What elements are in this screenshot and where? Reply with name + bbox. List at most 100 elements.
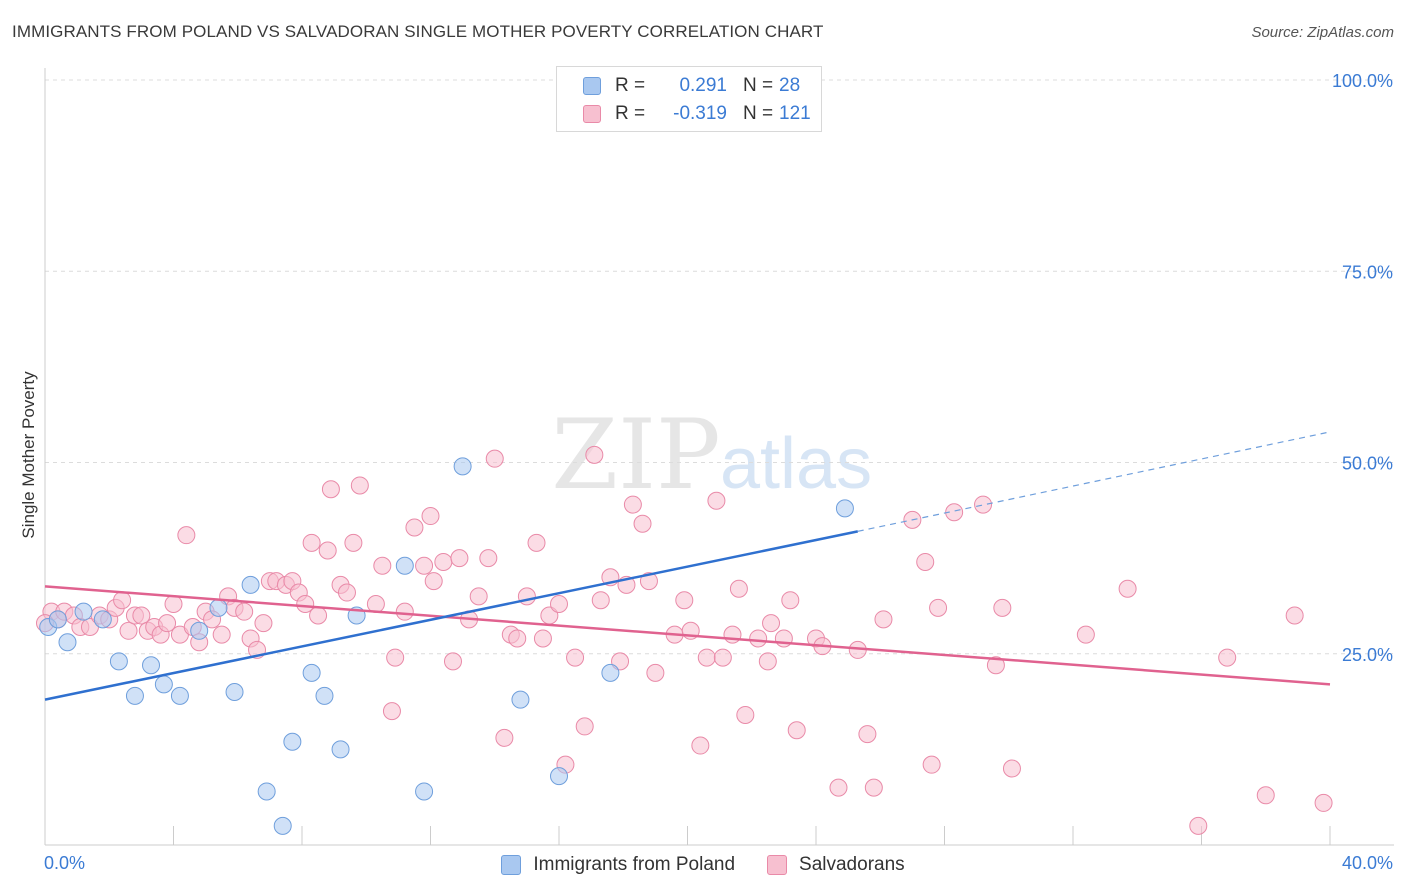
- legend-item-salvadorans: Salvadorans: [767, 854, 905, 876]
- point-salvadorans-66: [533, 629, 552, 648]
- point-salvadorans-115: [1189, 816, 1208, 835]
- point-salvadorans-84: [691, 736, 710, 755]
- r-label: R =: [615, 103, 646, 124]
- point-salvadorans-48: [386, 648, 405, 667]
- y-axis-label: Single Mother Poverty: [19, 371, 38, 539]
- point-poland-11: [209, 598, 228, 617]
- point-salvadorans-85: [697, 648, 716, 667]
- point-salvadorans-56: [450, 549, 469, 568]
- legend-label-poland: Immigrants from Poland: [533, 854, 736, 875]
- swatch-poland: [583, 77, 601, 95]
- point-salvadorans-53: [424, 572, 443, 591]
- y-tick-label-2: 50.0%: [1342, 454, 1393, 474]
- watermark-zip: ZIP: [551, 399, 720, 511]
- stats-row-poland: R = 0.291 N = 28: [583, 73, 800, 99]
- n-label: N =: [743, 103, 774, 124]
- n-value: 121: [779, 103, 811, 124]
- y-tick-label-3: 25.0%: [1342, 645, 1393, 665]
- point-salvadorans-12: [132, 606, 151, 625]
- legend-swatch-poland: [501, 855, 522, 875]
- point-salvadorans-106: [922, 755, 941, 774]
- point-salvadorans-119: [1314, 793, 1333, 812]
- point-salvadorans-46: [373, 556, 392, 575]
- point-salvadorans-118: [1285, 606, 1304, 625]
- point-salvadorans-109: [974, 495, 993, 514]
- point-salvadorans-117: [1256, 786, 1275, 805]
- point-salvadorans-80: [646, 663, 665, 682]
- point-salvadorans-47: [382, 702, 401, 721]
- point-poland-13: [241, 575, 260, 594]
- n-label: N =: [743, 75, 774, 96]
- point-salvadorans-19: [177, 526, 196, 545]
- point-poland-19: [331, 740, 350, 759]
- point-salvadorans-112: [1002, 759, 1021, 778]
- point-poland-25: [550, 767, 568, 786]
- point-poland-7: [142, 656, 161, 675]
- point-poland-24: [511, 690, 530, 709]
- point-salvadorans-103: [874, 610, 893, 629]
- point-poland-9: [170, 686, 189, 705]
- trend-lines: [44, 431, 1331, 701]
- x-tick-labels: 0.0% 40.0%: [44, 853, 1393, 873]
- axes: [44, 68, 1394, 846]
- point-salvadorans-116: [1218, 648, 1237, 667]
- point-poland-26: [601, 663, 620, 682]
- point-salvadorans-38: [309, 606, 328, 625]
- point-salvadorans-105: [916, 552, 935, 571]
- legend-item-poland: Immigrants from Poland: [501, 854, 735, 876]
- point-poland-27: [835, 499, 854, 518]
- y-tick-label-1: 75.0%: [1342, 262, 1393, 282]
- point-salvadorans-37: [302, 533, 321, 552]
- r-value: 0.291: [679, 75, 727, 96]
- point-salvadorans-114: [1118, 579, 1137, 598]
- point-salvadorans-89: [729, 579, 748, 598]
- point-salvadorans-70: [566, 648, 585, 667]
- point-salvadorans-110: [986, 656, 1005, 675]
- point-salvadorans-54: [434, 552, 453, 571]
- point-poland-4: [93, 610, 112, 629]
- point-salvadorans-55: [443, 652, 462, 671]
- point-salvadorans-73: [591, 591, 610, 610]
- stats-legend: R = 0.291 N = 28 R = -0.319 N = 121: [556, 66, 822, 132]
- point-salvadorans-86: [707, 491, 726, 510]
- swatch-salvadorans: [583, 105, 601, 123]
- point-salvadorans-10: [119, 621, 138, 640]
- point-poland-3: [74, 602, 93, 621]
- point-salvadorans-43: [344, 533, 363, 552]
- point-salvadorans-91: [749, 629, 768, 648]
- point-salvadorans-71: [575, 717, 594, 736]
- point-salvadorans-60: [485, 449, 504, 468]
- point-salvadorans-51: [415, 556, 434, 575]
- series-legend: Immigrants from Poland Salvadorans: [0, 852, 1406, 878]
- point-salvadorans-102: [864, 778, 883, 797]
- point-poland-1: [48, 610, 67, 629]
- point-salvadorans-59: [479, 549, 498, 568]
- point-salvadorans-50: [405, 518, 424, 537]
- point-salvadorans-49: [395, 602, 414, 621]
- point-poland-22: [415, 782, 434, 801]
- point-salvadorans-65: [527, 533, 546, 552]
- point-poland-21: [395, 556, 414, 575]
- point-poland-10: [190, 621, 209, 640]
- point-salvadorans-88: [723, 625, 742, 644]
- trend-line-poland-extension: [857, 431, 1331, 532]
- point-salvadorans-107: [929, 598, 948, 617]
- x-tick-label-0: 0.0%: [44, 853, 85, 873]
- point-poland-23: [453, 457, 472, 476]
- point-salvadorans-99: [829, 778, 848, 797]
- x-tick-label-1: 40.0%: [1342, 853, 1393, 873]
- point-salvadorans-36: [296, 595, 315, 614]
- legend-swatch-salvadorans: [767, 855, 788, 875]
- point-salvadorans-87: [713, 648, 732, 667]
- point-salvadorans-77: [623, 495, 642, 514]
- stats-row-salvadorans: R = -0.319 N = 121: [583, 101, 811, 127]
- point-salvadorans-72: [585, 445, 604, 464]
- point-poland-2: [58, 633, 77, 652]
- point-salvadorans-58: [469, 587, 488, 606]
- point-salvadorans-30: [254, 614, 273, 633]
- r-value: -0.319: [673, 103, 727, 124]
- point-salvadorans-17: [164, 595, 183, 614]
- point-salvadorans-24: [212, 625, 231, 644]
- point-salvadorans-93: [762, 614, 781, 633]
- point-poland-12: [225, 683, 244, 701]
